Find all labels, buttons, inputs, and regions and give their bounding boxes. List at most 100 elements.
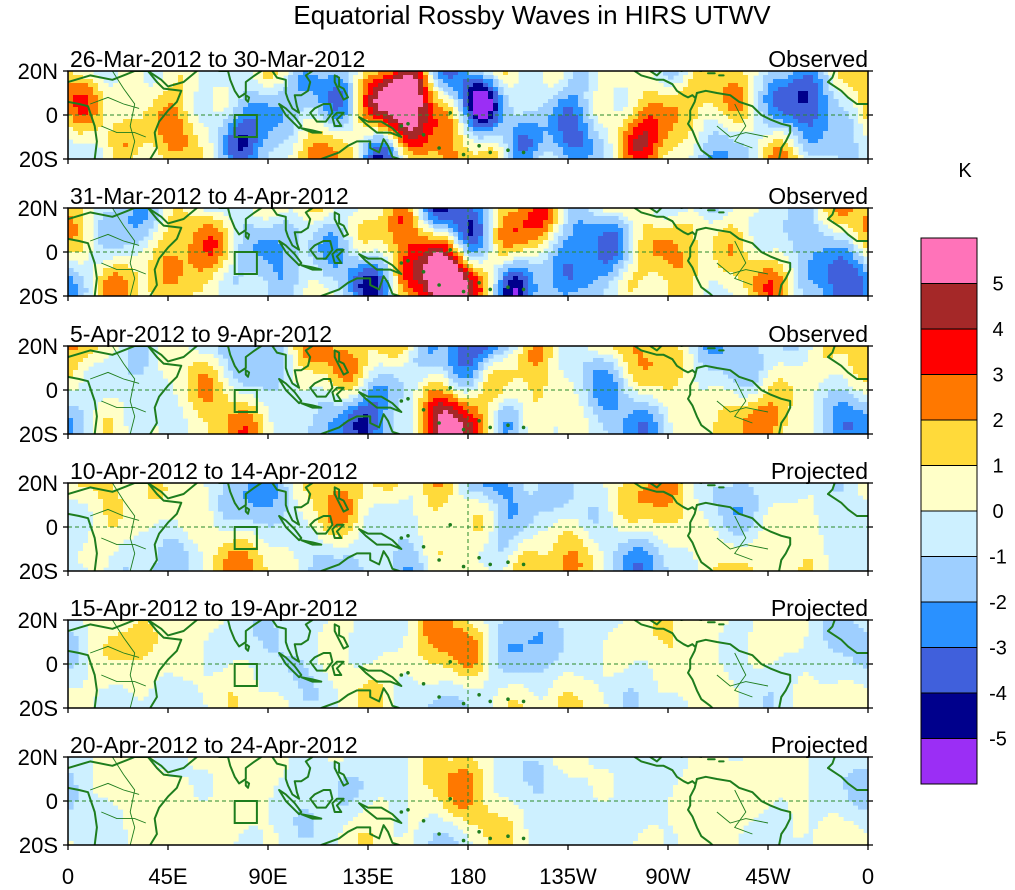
longitude-axis: 0 45E 90E 135E 180 135W 90W 45W 0 (62, 864, 874, 889)
panel-date-range: 26-Mar-2012 to 30-Mar-2012 (70, 46, 365, 72)
index-region-box (233, 114, 258, 138)
coastline (687, 229, 714, 296)
coastline (827, 71, 836, 83)
latitude-label: 0 (46, 652, 58, 677)
map-panel: 20N 0 20S 20-Apr-2012 to 24-Apr-2012 Project… (18, 732, 873, 858)
island (437, 832, 441, 836)
island (521, 699, 526, 704)
island (461, 289, 466, 294)
coastline (358, 391, 403, 413)
longitude-label: 0 (862, 864, 874, 889)
map-panel: 20N 0 20S 31-Mar-2012 to 4-Apr-2012 Observed (18, 183, 873, 309)
coastline (147, 71, 198, 88)
island (477, 556, 481, 560)
island (488, 699, 493, 704)
island (506, 560, 510, 564)
anomaly-field (68, 208, 868, 296)
coastline (633, 620, 696, 648)
country-border (112, 346, 136, 434)
island (421, 408, 426, 412)
country-border (90, 645, 140, 658)
anomaly-field (68, 483, 868, 571)
index-region-box (233, 389, 258, 413)
country-border (101, 125, 146, 138)
country-border (716, 811, 769, 824)
island (448, 248, 453, 252)
coastline (333, 349, 349, 376)
island (448, 386, 453, 390)
map-panel: 20N 0 20S 10-Apr-2012 to 14-Apr-2012 Project… (18, 458, 873, 584)
panel-status: Observed (768, 46, 868, 72)
coastline (309, 240, 334, 260)
coastline (68, 375, 98, 434)
longitude-label: 45E (148, 864, 187, 889)
coastline (278, 378, 303, 405)
coastline (687, 641, 714, 708)
island (477, 144, 481, 148)
latitude-label: 20S (19, 422, 58, 447)
coastline (331, 660, 345, 676)
colorbar-swatch (920, 647, 978, 694)
anomaly-field (68, 757, 868, 845)
island (406, 808, 410, 812)
panel-status: Projected (771, 458, 868, 484)
map-panels: 20N 0 20S 26-Mar-2012 to 30-Mar-2012 Observe… (18, 46, 873, 858)
island (421, 819, 426, 823)
coastline (244, 94, 251, 103)
island (399, 399, 404, 403)
coastline (358, 528, 403, 550)
island (521, 562, 526, 567)
colorbar-tick-label: -1 (989, 547, 1007, 569)
island (506, 697, 510, 701)
coastline (695, 775, 792, 845)
coastline (68, 100, 98, 159)
panel-status: Observed (768, 183, 868, 209)
coastline (827, 81, 868, 105)
coastline (244, 780, 251, 789)
longitude-label: 135E (342, 864, 393, 889)
latitude-label: 20N (18, 745, 58, 770)
island (521, 836, 526, 841)
island (399, 673, 404, 677)
coastline (244, 231, 251, 240)
coastline (687, 92, 714, 159)
country-border (112, 620, 136, 708)
map-panel: 20N 0 20S 5-Apr-2012 to 9-Apr-2012 Observed (18, 321, 873, 447)
coastline (68, 71, 183, 159)
coastline (633, 208, 696, 236)
country-border (112, 71, 136, 159)
country-border (90, 371, 140, 384)
coastline (687, 778, 714, 845)
coastline (649, 620, 663, 626)
coastline (244, 506, 251, 515)
island (437, 283, 441, 287)
colorbar-tick-label: -5 (989, 729, 1007, 751)
country-border (101, 262, 146, 275)
island (488, 287, 493, 292)
coastline (687, 504, 714, 571)
coastline (68, 757, 183, 845)
island (461, 152, 466, 157)
coastline (244, 643, 251, 652)
coastline (271, 483, 314, 526)
coastline (244, 369, 251, 378)
latitude-label: 20S (19, 559, 58, 584)
coastline (695, 501, 792, 571)
coastline (218, 71, 263, 99)
coastline (333, 623, 349, 650)
coastline (331, 111, 345, 127)
longitude-label: 45W (745, 864, 790, 889)
island (521, 425, 526, 430)
island (521, 287, 526, 292)
coastline (218, 483, 263, 511)
colorbar-tick-labels: 5 4 3 2 1 0 -1 -2 -3 -4 -5 (989, 274, 1007, 751)
coastline (320, 824, 401, 845)
island (477, 281, 481, 285)
coastline (278, 240, 303, 267)
colorbar-swatches (920, 237, 978, 785)
country-border (101, 674, 146, 687)
island (461, 838, 466, 843)
island (406, 671, 410, 675)
panel-date-range: 31-Mar-2012 to 4-Apr-2012 (70, 183, 349, 209)
